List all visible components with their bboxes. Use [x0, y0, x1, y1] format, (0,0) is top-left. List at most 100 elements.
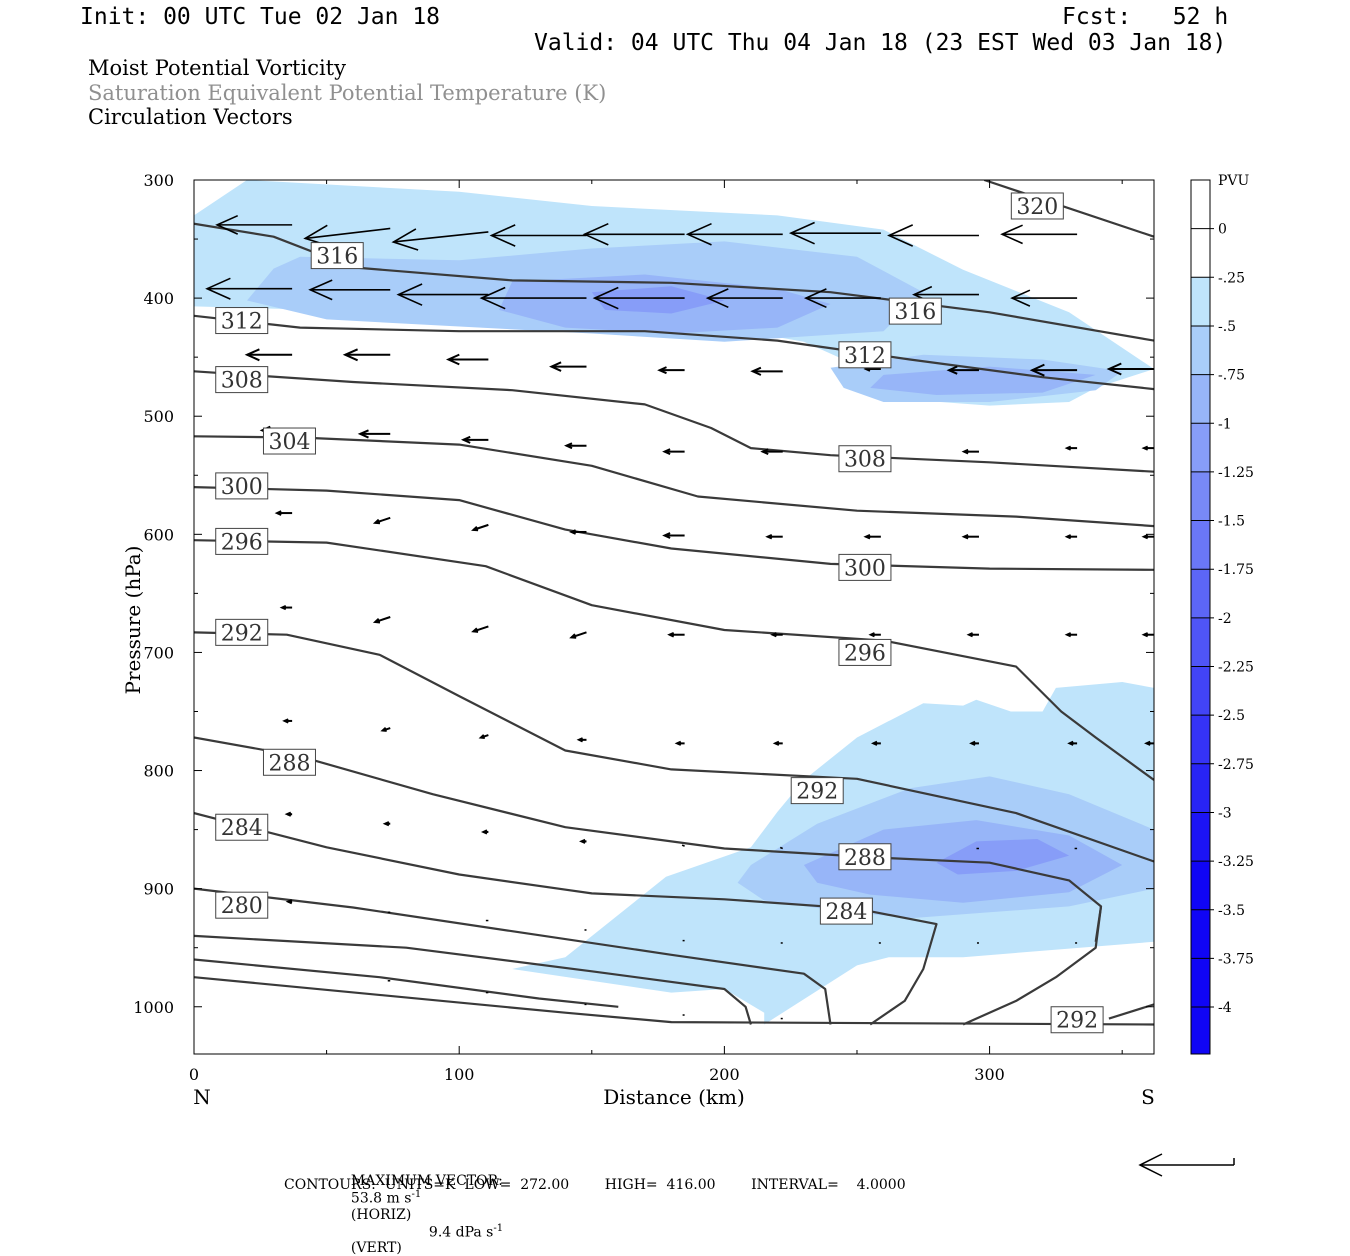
contour-296-6 — [194, 539, 1154, 781]
contour-308-3 — [194, 370, 1154, 473]
colorbar-label: -.75 — [1218, 368, 1245, 384]
contour-label-text: 312 — [221, 310, 263, 335]
vector-arrow — [342, 348, 391, 362]
colorbar-label: -3 — [1218, 805, 1232, 821]
vector-arrow — [308, 279, 391, 301]
contour-304-4 — [194, 435, 1154, 528]
south-label: S — [1141, 1085, 1155, 1109]
vector-arrow — [460, 435, 489, 444]
x-tick-label: 0 — [189, 1065, 199, 1084]
contour-label-text: 284 — [825, 900, 867, 925]
contour-label: 300 — [215, 472, 269, 500]
contour-label-text: 292 — [796, 780, 838, 805]
vector-arrow — [205, 277, 293, 300]
title-theta-es: Saturation Equivalent Potential Temperat… — [88, 81, 607, 105]
y-tick-label: 800 — [143, 762, 174, 781]
vector-arrow — [765, 533, 783, 540]
colorbar-label: -1.5 — [1218, 514, 1245, 530]
vector-arrow — [1064, 445, 1078, 451]
reference-vector-icon — [1138, 1153, 1235, 1177]
contour-label: 292 — [1050, 1006, 1104, 1034]
colorbar-label: -.5 — [1218, 319, 1236, 335]
contour-label-text: 320 — [1016, 195, 1058, 220]
vector-arrow — [966, 632, 979, 638]
x-tick-label: 200 — [709, 1065, 740, 1084]
colorbar-label: -2 — [1218, 611, 1232, 627]
y-tick-label: 900 — [143, 880, 174, 899]
contour-label-text: 292 — [221, 621, 263, 646]
pv-shading — [194, 180, 1154, 1025]
contour-label-text: 288 — [844, 846, 886, 871]
init-time: Init: 00 UTC Tue 02 Jan 18 — [80, 4, 441, 30]
contour-label-text: 304 — [268, 430, 310, 455]
vector-arrow — [961, 448, 979, 455]
contour-label-text: 300 — [844, 556, 886, 581]
vector-arrow — [1029, 363, 1078, 377]
vector-arrow — [489, 224, 587, 247]
contour-284-9 — [194, 812, 938, 1026]
contour-label-text: 296 — [221, 530, 263, 555]
pv-region-9 — [936, 839, 1070, 875]
contour-label-text: 312 — [844, 344, 886, 369]
colorbar-swatch — [1191, 715, 1210, 764]
max-vector-label: MAXIMUM VECTOR: — [350, 1173, 503, 1189]
vector-arrow — [1141, 534, 1154, 540]
vector-arrow — [279, 604, 293, 611]
contour-label-text: 316 — [316, 245, 358, 270]
colorbar-label: 0 — [1218, 222, 1227, 238]
vector-arrow — [285, 899, 293, 905]
y-tick-label: 700 — [143, 643, 174, 662]
x-axis-label: Distance (km) — [603, 1085, 745, 1109]
y-tick-label: 500 — [143, 407, 174, 426]
colorbar-swatch — [1191, 228, 1210, 278]
max-vector-text: MAXIMUM VECTOR: 53.8 m s-1 (HORIZ) 9.4 d… — [342, 1157, 503, 1256]
valid-time: Valid: 04 UTC Thu 04 Jan 18 (23 EST Wed … — [534, 30, 1227, 56]
contour-label: 312 — [838, 341, 892, 369]
vector-arrow — [1141, 632, 1154, 638]
colorbar-label: -2.5 — [1218, 708, 1245, 724]
contour-label-text: 308 — [221, 369, 263, 394]
vector-arrow — [969, 740, 979, 746]
x-tick-label: 100 — [444, 1065, 475, 1084]
vector-arrow — [244, 348, 293, 362]
vector-arrow — [471, 523, 489, 532]
colorbar-swatch — [1191, 569, 1210, 618]
vector-arrow — [284, 811, 293, 817]
vector-arrow — [779, 846, 784, 850]
vector-arrow — [579, 838, 587, 844]
vector-arrow — [569, 529, 587, 535]
colorbar-swatch — [1191, 325, 1210, 375]
vector-arrow — [788, 221, 881, 245]
contour-label: 280 — [215, 891, 269, 919]
colorbar-swatch — [1191, 423, 1210, 472]
vector-arrow — [1064, 534, 1078, 540]
contour-292-7 — [194, 631, 1154, 863]
contour-272-12 — [194, 958, 619, 1008]
contour-268-13 — [194, 976, 1154, 1026]
colorbar-swatch — [1191, 277, 1210, 326]
north-label: N — [193, 1085, 211, 1109]
colorbar-swatch — [1191, 763, 1210, 813]
contour-label: 284 — [819, 897, 873, 925]
contour-300-5 — [194, 486, 1154, 571]
contour-label-text: 280 — [221, 894, 263, 919]
contour-label: 296 — [838, 638, 892, 666]
vert-exponent: -1 — [493, 1222, 504, 1234]
vector-arrow — [705, 288, 783, 309]
vector-arrow — [772, 740, 783, 746]
colorbar-swatch — [1191, 471, 1210, 521]
contour-label-text: 308 — [844, 448, 886, 473]
colorbar-swatch — [1191, 374, 1210, 424]
vector-arrow — [1010, 289, 1078, 307]
contour-label: 296 — [215, 527, 269, 555]
colorbar-label: -3.75 — [1218, 951, 1254, 967]
colorbar-label: -1 — [1218, 416, 1232, 432]
contour-label: 288 — [262, 748, 316, 776]
vector-arrow — [396, 283, 489, 306]
vector-arrow — [471, 625, 489, 633]
vector-arrow — [569, 631, 587, 639]
vert-suffix: (VERT) — [350, 1240, 402, 1256]
vector-arrow — [662, 448, 685, 456]
vector-arrow — [582, 222, 685, 246]
max-vector-vert: 9.4 dPa s — [428, 1224, 494, 1241]
